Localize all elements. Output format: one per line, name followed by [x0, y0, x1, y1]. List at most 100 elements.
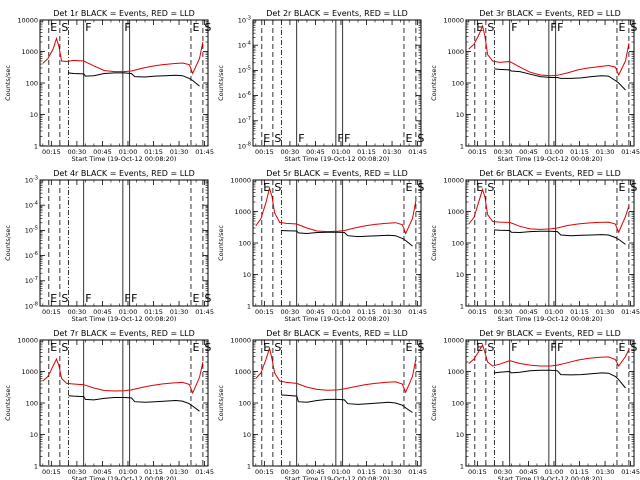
x-tick-label: 01:15 — [570, 148, 589, 156]
event-marker-label: E — [50, 341, 57, 354]
event-marker-label: S — [274, 341, 281, 354]
y-tick-label: 10-7 — [25, 276, 38, 285]
x-tick-label: 00:45 — [306, 148, 325, 156]
panel-title: Det 1r BLACK = Events, RED = LLD — [53, 9, 195, 18]
y-axis-label: Counts/sec — [430, 65, 438, 101]
y-tick-label: 1000 — [234, 208, 251, 216]
y-tick-label: 1000 — [447, 368, 464, 376]
x-tick-label: 01:45 — [621, 468, 640, 476]
x-tick-label: 00:45 — [306, 468, 325, 476]
event-marker-label: E — [192, 341, 199, 354]
event-marker-label: F — [85, 292, 91, 305]
x-tick-label: 01:00 — [545, 308, 564, 316]
x-axis-label: Start Time (19-Oct-12 00:08:20) — [285, 475, 390, 480]
x-tick-label: 00:15 — [255, 148, 274, 156]
x-tick-label: 00:45 — [306, 308, 325, 316]
plot-frame — [465, 179, 635, 307]
y-tick-label: 10-3 — [238, 15, 251, 24]
event-marker-label: E — [192, 292, 199, 305]
x-tick-label: 00:45 — [93, 468, 112, 476]
y-tick-label: 1000 — [234, 368, 251, 376]
panel-title: Det 8r BLACK = Events, RED = LLD — [266, 329, 408, 338]
detector-panel-1: Det 1r BLACK = Events, RED = LLD 1 10 100 10… — [4, 9, 214, 163]
plot-frame — [252, 19, 422, 147]
y-tick-label: 10-4 — [238, 41, 251, 50]
x-axis-label: Start Time (19-Oct-12 00:08:20) — [498, 475, 603, 480]
x-tick-label: 00:15 — [255, 308, 274, 316]
event-marker-label: E — [476, 341, 483, 354]
x-axis-label: Start Time (19-Oct-12 00:08:20) — [72, 315, 177, 323]
event-marker-label: F — [550, 341, 556, 354]
x-tick-label: 01:30 — [383, 308, 402, 316]
y-axis-label: Counts/sec — [217, 65, 225, 101]
event-marker-label: E — [263, 341, 270, 354]
y-tick-label: 10 — [456, 431, 464, 439]
x-tick-label: 01:00 — [119, 468, 138, 476]
event-marker-label: F — [550, 21, 556, 34]
event-marker-label: S — [487, 21, 494, 34]
x-tick-label: 00:30 — [494, 148, 513, 156]
y-tick-label: 1000 — [447, 48, 464, 56]
event-marker-label: F — [557, 341, 563, 354]
detector-panel-2: Det 2r BLACK = Events, RED = LLD 10-8 10-7… — [217, 9, 427, 163]
x-tick-label: 01:00 — [545, 148, 564, 156]
y-tick-label: 10 — [30, 431, 38, 439]
event-marker-label: E — [263, 181, 270, 194]
y-tick-label: 1000 — [21, 368, 38, 376]
y-axis-label: Counts/sec — [4, 225, 12, 261]
y-tick-label: 10000 — [443, 176, 464, 184]
x-tick-label: 00:45 — [519, 148, 538, 156]
y-tick-label: 10000 — [17, 336, 38, 344]
x-tick-label: 00:45 — [93, 148, 112, 156]
x-tick-label: 00:15 — [42, 308, 61, 316]
x-tick-label: 01:00 — [119, 148, 138, 156]
lld-series-line — [255, 346, 417, 394]
x-tick-label: 01:30 — [170, 468, 189, 476]
event-marker-label: S — [487, 341, 494, 354]
event-marker-label: E — [50, 21, 57, 34]
x-tick-label: 00:15 — [468, 468, 487, 476]
event-marker-label: S — [204, 21, 211, 34]
event-marker-label: E — [476, 181, 483, 194]
x-tick-label: 00:15 — [42, 148, 61, 156]
events-series-line — [281, 394, 413, 413]
y-axis-label: Counts/sec — [430, 225, 438, 261]
x-axis-label: Start Time (19-Oct-12 00:08:20) — [285, 155, 390, 163]
x-axis-label: Start Time (19-Oct-12 00:08:20) — [72, 155, 177, 163]
detector-panel-3: Det 3r BLACK = Events, RED = LLD 1 10 100 10… — [430, 9, 640, 163]
x-tick-label: 01:30 — [596, 468, 615, 476]
event-marker-label: F — [557, 21, 563, 34]
x-tick-label: 01:15 — [570, 308, 589, 316]
detector-panel-7: Det 7r BLACK = Events, RED = LLD 1 10 100 10… — [4, 329, 214, 480]
event-marker-label: E — [263, 132, 270, 145]
x-axis-label: Start Time (19-Oct-12 00:08:20) — [285, 315, 390, 323]
y-tick-label: 10 — [30, 111, 38, 119]
x-tick-label: 01:45 — [408, 468, 427, 476]
x-tick-label: 01:15 — [144, 308, 163, 316]
events-series-line — [494, 369, 626, 389]
event-marker-label: F — [124, 292, 130, 305]
x-tick-label: 01:45 — [195, 148, 214, 156]
event-marker-label: S — [417, 181, 424, 194]
events-series-line — [494, 229, 626, 245]
y-tick-label: 100 — [26, 79, 38, 87]
y-tick-label: 1 — [247, 462, 251, 470]
y-tick-label: 1 — [460, 462, 464, 470]
y-tick-label: 10000 — [230, 176, 251, 184]
x-tick-label: 00:30 — [281, 148, 300, 156]
event-marker-label: E — [405, 181, 412, 194]
y-tick-label: 1000 — [21, 48, 38, 56]
y-tick-label: 1 — [34, 142, 38, 150]
y-tick-label: 10-8 — [238, 141, 251, 150]
event-marker-label: F — [298, 132, 304, 145]
y-tick-label: 100 — [452, 399, 464, 407]
event-marker-label: F — [511, 21, 517, 34]
event-marker-label: S — [487, 181, 494, 194]
lld-series-line — [255, 186, 417, 235]
x-tick-label: 01:45 — [408, 308, 427, 316]
events-series-line — [68, 395, 200, 412]
x-tick-label: 01:30 — [383, 468, 402, 476]
x-tick-label: 01:45 — [195, 468, 214, 476]
plot-frame — [39, 179, 209, 307]
x-axis-label: Start Time (19-Oct-12 00:08:20) — [498, 315, 603, 323]
